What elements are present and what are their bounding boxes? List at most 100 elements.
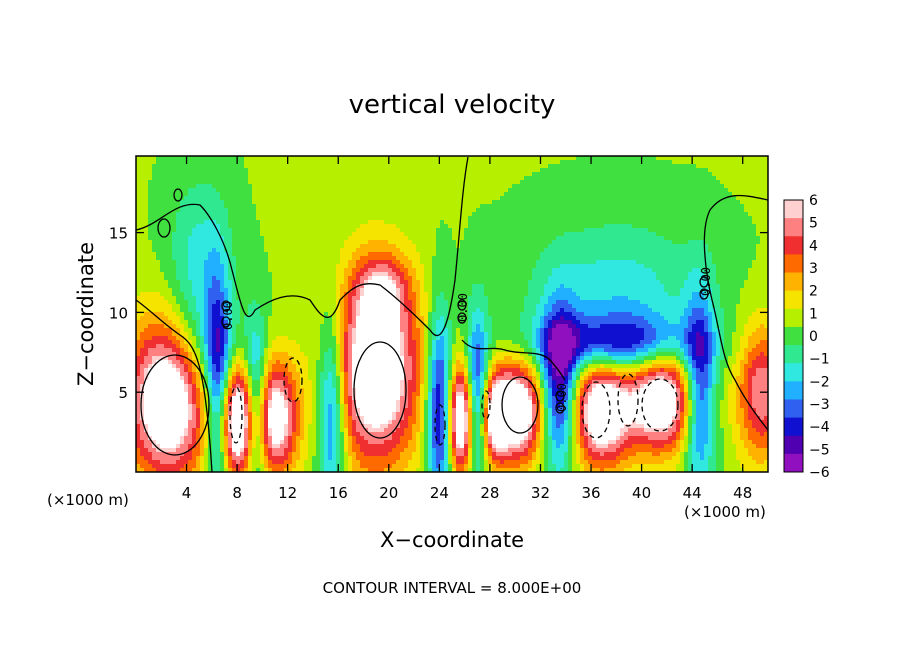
heatmap-cell: [324, 240, 329, 245]
heatmap-cell: [340, 200, 345, 205]
heatmap-cell: [512, 208, 517, 213]
heatmap-cell: [184, 176, 189, 181]
heatmap-cell: [256, 260, 261, 265]
heatmap-cell: [516, 272, 521, 277]
heatmap-cell: [156, 172, 161, 177]
heatmap-cell: [228, 228, 233, 233]
heatmap-cell: [276, 212, 281, 217]
heatmap-cell: [356, 188, 361, 193]
heatmap-cell: [296, 172, 301, 177]
heatmap-cell: [704, 204, 709, 209]
heatmap-cell: [592, 180, 597, 185]
heatmap-cell: [176, 232, 181, 237]
heatmap-cell: [428, 248, 433, 253]
heatmap-cell: [168, 264, 173, 269]
heatmap-cell: [576, 160, 581, 165]
heatmap-cell: [724, 184, 729, 189]
heatmap-cell: [148, 192, 153, 197]
heatmap-cell: [356, 236, 361, 241]
heatmap-cell: [640, 220, 645, 225]
heatmap-cell: [228, 168, 233, 173]
heatmap-cell: [136, 248, 141, 253]
heatmap-cell: [316, 200, 321, 205]
heatmap-cell: [308, 272, 313, 277]
heatmap-cell: [532, 180, 537, 185]
heatmap-cell: [420, 280, 425, 285]
heatmap-cell: [684, 260, 689, 265]
heatmap-cell: [460, 168, 465, 173]
heatmap-cell: [536, 232, 541, 237]
heatmap-cell: [664, 256, 669, 261]
heatmap-cell: [564, 252, 569, 257]
heatmap-cell: [276, 168, 281, 173]
heatmap-cell: [608, 236, 613, 241]
heatmap-cell: [592, 212, 597, 217]
heatmap-cell: [256, 228, 261, 233]
heatmap-cell: [480, 168, 485, 173]
heatmap-cell: [364, 244, 369, 249]
heatmap-cell: [676, 156, 681, 161]
heatmap-cell: [300, 200, 305, 205]
heatmap-cell: [312, 224, 317, 229]
heatmap-cell: [596, 188, 601, 193]
heatmap-cell: [440, 224, 445, 229]
heatmap-cell: [148, 196, 153, 201]
heatmap-cell: [692, 176, 697, 181]
heatmap-cell: [452, 240, 457, 245]
heatmap-cell: [496, 164, 501, 169]
heatmap-cell: [352, 196, 357, 201]
heatmap-cell: [684, 176, 689, 181]
heatmap-cell: [732, 164, 737, 169]
heatmap-cell: [636, 200, 641, 205]
heatmap-cell: [644, 192, 649, 197]
heatmap-cell: [364, 204, 369, 209]
heatmap-cell: [680, 256, 685, 261]
heatmap-cell: [552, 180, 557, 185]
heatmap-cell: [428, 188, 433, 193]
heatmap-cell: [268, 248, 273, 253]
heatmap-cell: [424, 184, 429, 189]
heatmap-cell: [540, 220, 545, 225]
heatmap-cell: [304, 232, 309, 237]
heatmap-cell: [704, 196, 709, 201]
heatmap-cell: [540, 248, 545, 253]
heatmap-cell: [188, 176, 193, 181]
heatmap-cell: [136, 228, 141, 233]
heatmap-cell: [716, 252, 721, 257]
heatmap-cell: [172, 228, 177, 233]
heatmap-cell: [372, 264, 377, 269]
heatmap-cell: [172, 168, 177, 173]
heatmap-cell: [152, 192, 157, 197]
heatmap-cell: [460, 244, 465, 249]
heatmap-cell: [340, 160, 345, 165]
heatmap-cell: [380, 192, 385, 197]
heatmap-cell: [672, 216, 677, 221]
heatmap-cell: [156, 252, 161, 257]
heatmap-cell: [572, 272, 577, 277]
heatmap-cell: [252, 228, 257, 233]
heatmap-cell: [656, 220, 661, 225]
heatmap-cell: [152, 172, 157, 177]
heatmap-cell: [740, 228, 745, 233]
heatmap-cell: [420, 276, 425, 281]
heatmap-cell: [436, 240, 441, 245]
heatmap-cell: [208, 244, 213, 249]
heatmap-cell: [620, 256, 625, 261]
heatmap-cell: [708, 240, 713, 245]
heatmap-cell: [604, 160, 609, 165]
heatmap-cell: [612, 264, 617, 269]
heatmap-cell: [164, 192, 169, 197]
heatmap-cell: [612, 204, 617, 209]
heatmap-cell: [508, 264, 513, 269]
heatmap-cell: [476, 272, 481, 277]
heatmap-cell: [652, 200, 657, 205]
heatmap-cell: [704, 260, 709, 265]
heatmap-cell: [632, 184, 637, 189]
heatmap-cell: [616, 192, 621, 197]
heatmap-cell: [140, 244, 145, 249]
heatmap-cell: [276, 236, 281, 241]
heatmap-cell: [696, 276, 701, 281]
heatmap-cell: [580, 212, 585, 217]
heatmap-cell: [244, 172, 249, 177]
heatmap-cell: [628, 204, 633, 209]
